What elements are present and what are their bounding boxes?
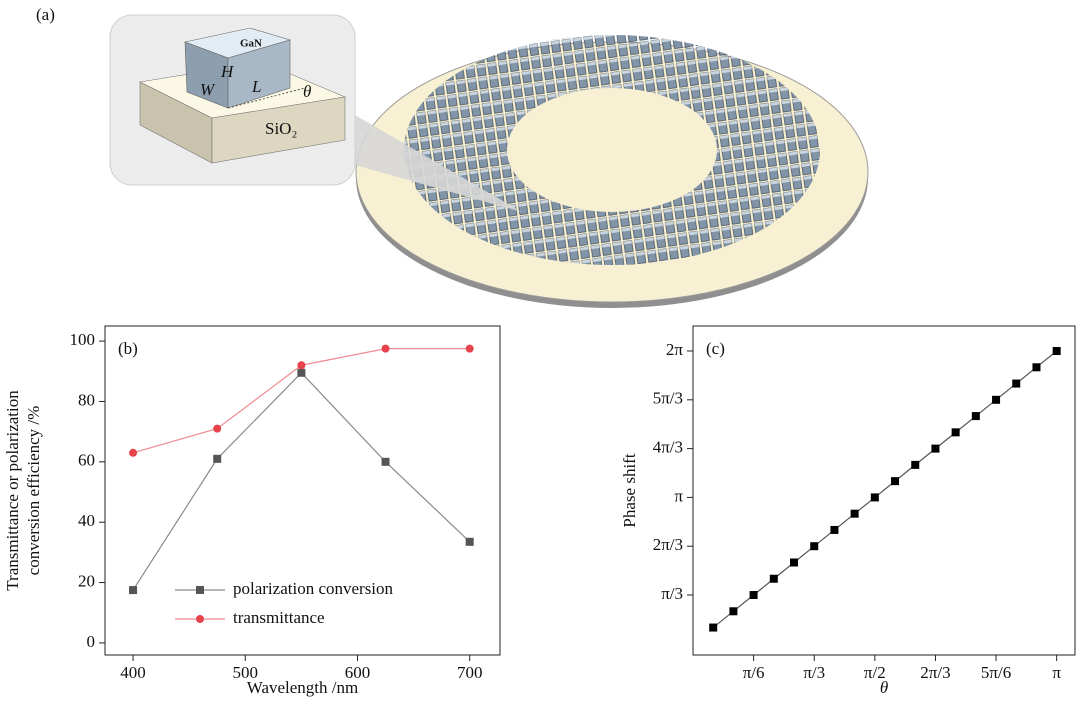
data-point (129, 586, 137, 594)
data-point (709, 624, 717, 632)
data-point (1032, 363, 1040, 371)
data-point (931, 445, 939, 453)
data-point (770, 575, 778, 583)
x-tick-label: 5π/6 (981, 663, 1011, 682)
x-tick-label: 2π/3 (920, 663, 950, 682)
data-point (790, 558, 798, 566)
panel-label: (a) (36, 5, 55, 24)
panel-label: (b) (118, 339, 138, 358)
panel-label: (c) (706, 339, 725, 358)
y-tick-label: 2π (666, 340, 684, 359)
data-point (297, 361, 305, 369)
data-point (466, 345, 474, 353)
data-point (297, 369, 305, 377)
data-point (851, 510, 859, 518)
data-point (911, 461, 919, 469)
series-line (713, 351, 1056, 628)
data-point (466, 538, 474, 546)
x-tick-label: π (1052, 663, 1061, 682)
data-point (871, 493, 879, 501)
x-tick-label: π/6 (743, 663, 765, 682)
y-tick-label: π/3 (661, 584, 683, 603)
x-tick-label: π/3 (803, 663, 825, 682)
legend-label: polarization conversion (233, 579, 394, 598)
y-tick-label: 100 (70, 330, 96, 349)
legend-marker (196, 586, 204, 594)
y-axis-label: conversion efficiency /% (24, 406, 43, 576)
data-point (1053, 347, 1061, 355)
y-tick-label: 5π/3 (653, 389, 683, 408)
y-tick-label: 60 (78, 451, 95, 470)
y-tick-label: 4π/3 (653, 438, 683, 457)
y-tick-label: 2π/3 (653, 535, 683, 554)
data-point (1012, 380, 1020, 388)
dim-label: L (251, 77, 261, 96)
y-tick-label: π (674, 486, 683, 505)
y-tick-label: 40 (78, 511, 95, 530)
dim-label: W (200, 80, 216, 99)
y-tick-label: 80 (78, 390, 95, 409)
data-point (213, 425, 221, 433)
data-point (729, 607, 737, 615)
x-tick-label: 400 (120, 663, 146, 682)
data-point (213, 455, 221, 463)
data-point (750, 591, 758, 599)
data-point (830, 526, 838, 534)
dim-label: H (220, 62, 235, 81)
y-axis-label: Transmittance or polarization (3, 390, 22, 591)
y-axis-label: Phase shift (620, 453, 639, 527)
series-line (133, 373, 470, 590)
data-point (129, 449, 137, 457)
y-tick-label: 20 (78, 571, 95, 590)
angle-label: θ (303, 82, 311, 101)
data-point (952, 428, 960, 436)
legend-marker (196, 615, 204, 623)
x-axis-label: θ (880, 678, 888, 697)
substrate-label: SiO₂ (265, 119, 297, 138)
data-point (992, 396, 1000, 404)
data-point (382, 458, 390, 466)
figure: (a) GaN H W L θ SiO₂ 4005006007000204060… (0, 0, 1080, 701)
legend-label: transmittance (233, 608, 325, 627)
data-point (382, 345, 390, 353)
x-axis-label: Wavelength /nm (247, 678, 358, 697)
block-label: GaN (240, 38, 262, 50)
data-point (810, 542, 818, 550)
y-tick-label: 0 (87, 632, 96, 651)
data-point (891, 477, 899, 485)
illustration: (a) GaN H W L θ SiO₂ (36, 5, 868, 308)
x-tick-label: 700 (457, 663, 483, 682)
data-point (972, 412, 980, 420)
